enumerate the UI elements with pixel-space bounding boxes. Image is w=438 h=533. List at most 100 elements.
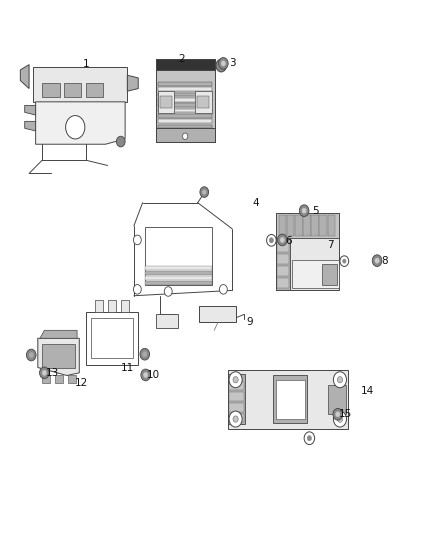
FancyBboxPatch shape	[321, 264, 337, 285]
Circle shape	[66, 116, 85, 139]
Text: 13: 13	[46, 368, 59, 378]
Circle shape	[141, 369, 150, 381]
FancyBboxPatch shape	[86, 83, 103, 96]
Circle shape	[42, 370, 46, 375]
FancyBboxPatch shape	[95, 300, 103, 312]
Circle shape	[333, 408, 343, 420]
FancyBboxPatch shape	[295, 215, 303, 237]
FancyBboxPatch shape	[155, 59, 215, 142]
FancyBboxPatch shape	[155, 314, 177, 328]
Circle shape	[183, 133, 188, 140]
Circle shape	[343, 259, 346, 263]
Circle shape	[229, 372, 242, 387]
Circle shape	[144, 372, 148, 377]
Polygon shape	[33, 67, 127, 102]
FancyBboxPatch shape	[276, 213, 339, 290]
Polygon shape	[127, 75, 138, 91]
Text: 14: 14	[361, 386, 374, 397]
FancyBboxPatch shape	[229, 392, 244, 401]
Circle shape	[337, 376, 343, 383]
FancyBboxPatch shape	[158, 114, 212, 118]
FancyBboxPatch shape	[277, 278, 289, 288]
Circle shape	[221, 61, 226, 66]
FancyBboxPatch shape	[158, 92, 174, 113]
FancyBboxPatch shape	[276, 379, 305, 419]
Text: 8: 8	[381, 256, 388, 266]
FancyBboxPatch shape	[91, 318, 133, 359]
FancyBboxPatch shape	[145, 281, 212, 285]
FancyBboxPatch shape	[229, 414, 244, 422]
FancyBboxPatch shape	[277, 254, 289, 264]
Circle shape	[140, 349, 150, 360]
FancyBboxPatch shape	[319, 215, 327, 237]
Polygon shape	[20, 64, 29, 88]
FancyBboxPatch shape	[273, 375, 307, 423]
Text: 12: 12	[75, 378, 88, 389]
FancyBboxPatch shape	[158, 98, 212, 102]
Circle shape	[216, 59, 226, 72]
FancyBboxPatch shape	[158, 93, 212, 96]
Circle shape	[307, 435, 311, 441]
Circle shape	[26, 349, 36, 361]
FancyBboxPatch shape	[158, 109, 212, 112]
Circle shape	[333, 411, 346, 427]
Circle shape	[375, 258, 379, 263]
FancyBboxPatch shape	[279, 215, 286, 237]
Circle shape	[164, 287, 172, 296]
Text: 1: 1	[82, 60, 89, 69]
Circle shape	[229, 411, 242, 427]
Circle shape	[267, 235, 276, 246]
Circle shape	[134, 285, 141, 294]
Circle shape	[304, 432, 314, 445]
Polygon shape	[25, 106, 35, 115]
FancyBboxPatch shape	[228, 374, 244, 424]
FancyBboxPatch shape	[145, 227, 212, 285]
Polygon shape	[38, 338, 79, 375]
FancyBboxPatch shape	[287, 215, 294, 237]
FancyBboxPatch shape	[195, 92, 212, 113]
FancyBboxPatch shape	[160, 96, 172, 109]
FancyBboxPatch shape	[108, 300, 117, 312]
Text: 11: 11	[121, 362, 134, 373]
FancyBboxPatch shape	[328, 215, 335, 237]
Text: 15: 15	[339, 409, 352, 419]
Text: 3: 3	[229, 59, 235, 68]
FancyBboxPatch shape	[68, 375, 76, 383]
Circle shape	[280, 237, 285, 243]
Circle shape	[278, 234, 287, 246]
Polygon shape	[25, 122, 35, 131]
FancyBboxPatch shape	[197, 96, 209, 109]
Circle shape	[219, 58, 228, 69]
Text: 6: 6	[286, 236, 292, 246]
FancyBboxPatch shape	[158, 103, 212, 107]
FancyBboxPatch shape	[229, 403, 244, 411]
Circle shape	[337, 416, 343, 422]
Circle shape	[219, 63, 223, 68]
Circle shape	[372, 255, 382, 266]
Circle shape	[333, 372, 346, 387]
FancyBboxPatch shape	[292, 260, 339, 288]
Circle shape	[340, 256, 349, 266]
Circle shape	[134, 235, 141, 245]
FancyBboxPatch shape	[276, 213, 339, 238]
FancyBboxPatch shape	[304, 215, 311, 237]
Circle shape	[336, 411, 340, 417]
Circle shape	[29, 352, 33, 358]
FancyBboxPatch shape	[199, 306, 237, 322]
FancyBboxPatch shape	[229, 382, 244, 390]
FancyBboxPatch shape	[42, 344, 75, 368]
Circle shape	[233, 416, 238, 422]
Text: 9: 9	[246, 317, 253, 327]
Circle shape	[39, 367, 49, 378]
Circle shape	[299, 205, 309, 216]
FancyBboxPatch shape	[42, 375, 50, 383]
Text: 10: 10	[147, 370, 160, 380]
FancyBboxPatch shape	[155, 59, 215, 70]
Circle shape	[219, 285, 227, 294]
FancyBboxPatch shape	[228, 370, 348, 429]
FancyBboxPatch shape	[64, 83, 81, 96]
FancyBboxPatch shape	[328, 385, 346, 414]
FancyBboxPatch shape	[155, 128, 215, 142]
Circle shape	[143, 352, 147, 357]
Polygon shape	[35, 102, 125, 144]
